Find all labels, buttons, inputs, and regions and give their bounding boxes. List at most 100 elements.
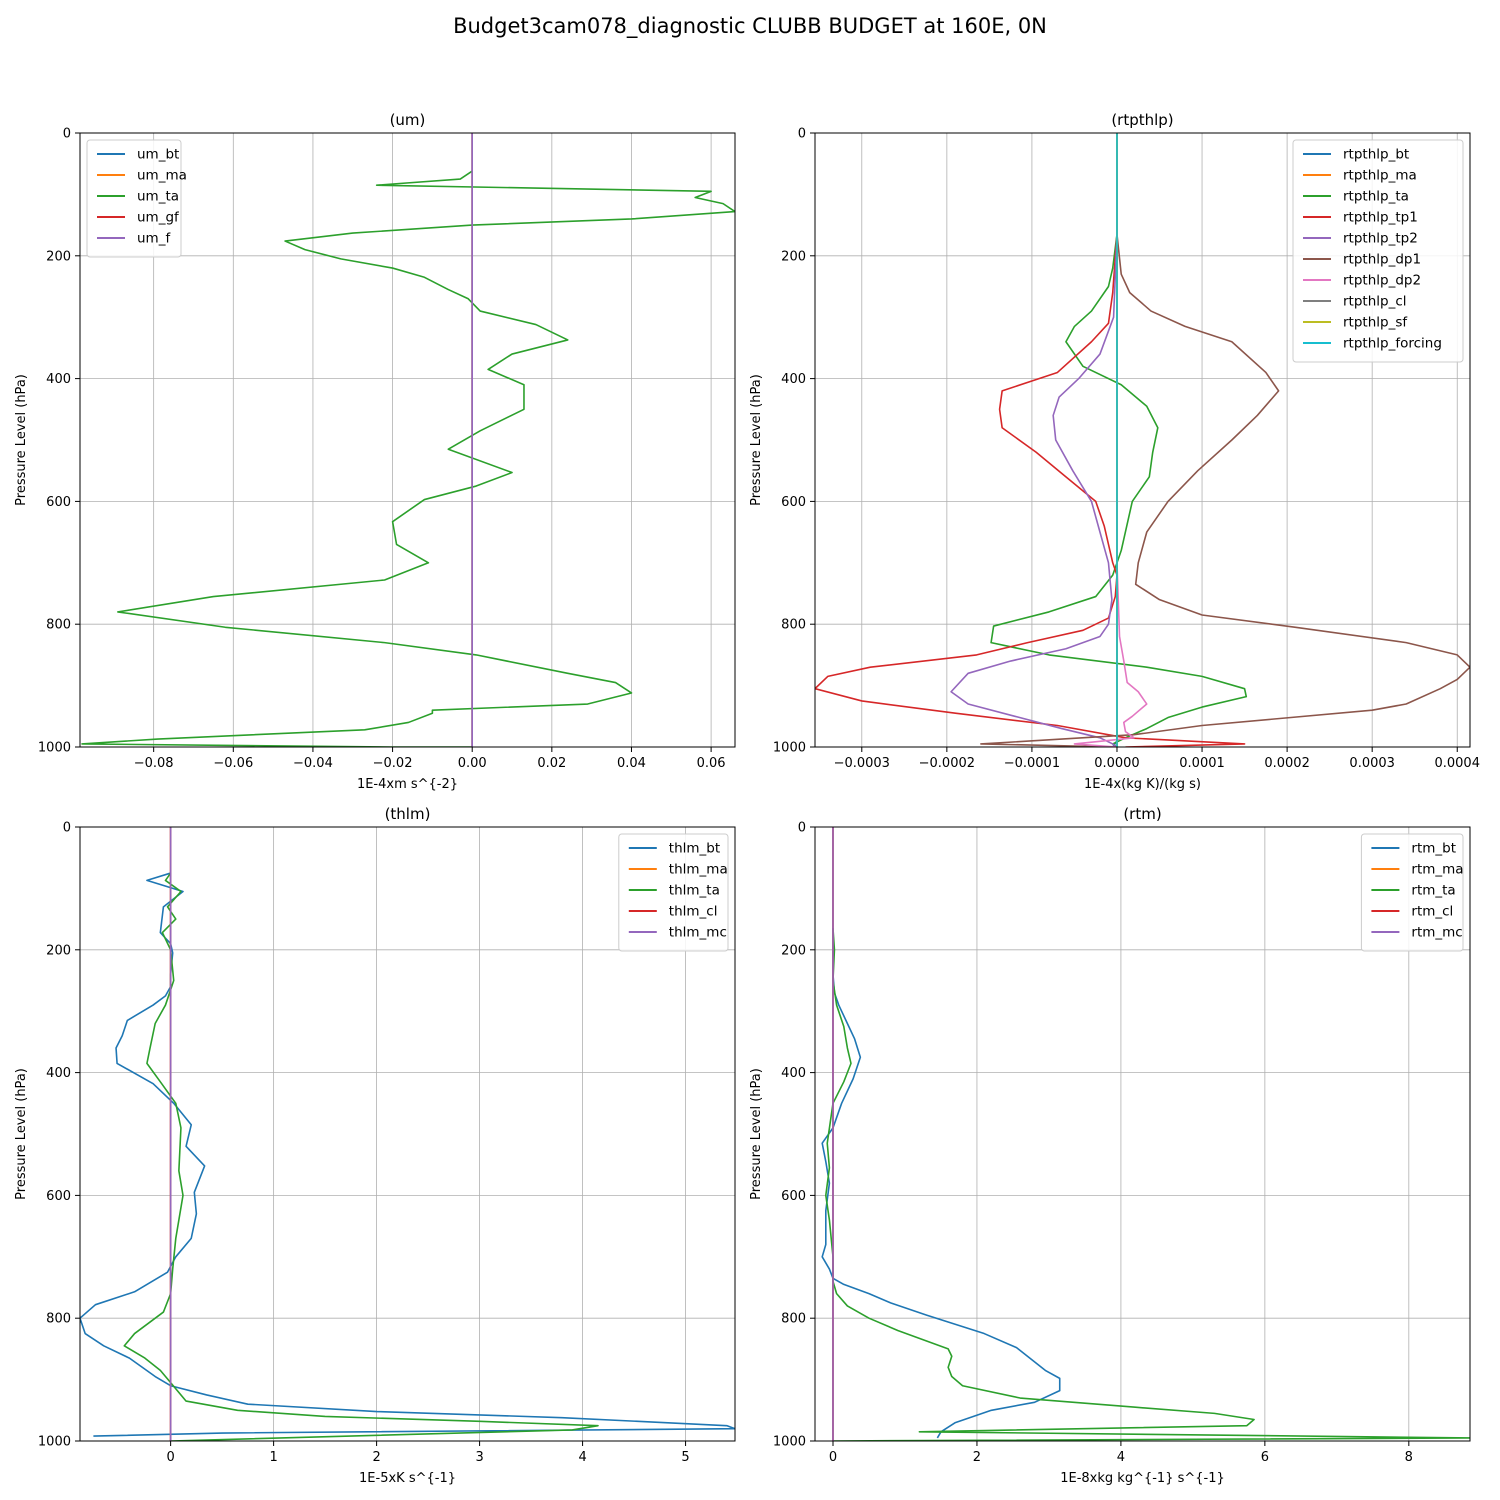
x-tick-label: −0.0001 [1004, 756, 1060, 771]
y-tick-label: 200 [46, 249, 71, 264]
legend-label-rtpthlp_cl: rtpthlp_cl [1343, 294, 1407, 310]
x-tick-label: 0.06 [697, 756, 726, 771]
x-tick-label: 8 [1405, 1450, 1413, 1465]
x-tick-label: 2 [973, 1450, 981, 1465]
x-tick-label: 0.0000 [1094, 756, 1140, 771]
legend: rtm_bt rtm_ma rtm_ta rtm_cl rtm_mc [1360, 833, 1464, 952]
legend-label-thlm_ta: thlm_ta [669, 883, 720, 899]
series-line-rtm_bt [821, 928, 1061, 1439]
y-tick-label: 800 [781, 1312, 806, 1327]
legend: um_bt um_ma um_ta um_gf um_f [86, 139, 187, 258]
legend-label-rtpthlp_bt: rtpthlp_bt [1343, 147, 1409, 163]
chart-panel-2: 0 1 2 3 4 5 0 200 400 600 800 1000 (thlm) 1E-5xK s^{-… [14, 805, 736, 1486]
legend-box [618, 833, 729, 952]
legend-label-rtm_mc: rtm_mc [1411, 925, 1462, 941]
y-axis-label: Pressure Level (hPa) [749, 1068, 764, 1200]
chart-panel-3: 0 2 4 6 8 0 200 400 600 800 1000 (rtm) 1E-8xkg kg^{-… [749, 805, 1471, 1486]
x-axis-label: 1E-4xm s^{-2} [357, 777, 458, 792]
legend-box [1292, 139, 1464, 363]
series-line-rtpthlp_ta [990, 234, 1248, 747]
y-tick-label: 1000 [773, 741, 806, 756]
legend-label-rtm_bt: rtm_bt [1411, 841, 1456, 857]
x-tick-label: −0.02 [373, 756, 413, 771]
x-tick-label: −0.0003 [834, 756, 890, 771]
x-tick-label: 6 [1261, 1450, 1269, 1465]
y-tick-label: 0 [798, 127, 806, 142]
legend-label-thlm_ma: thlm_ma [669, 862, 728, 878]
x-tick-label: 0.0002 [1264, 756, 1310, 771]
legend-label-um_gf: um_gf [137, 210, 180, 226]
y-tick-label: 600 [46, 495, 71, 510]
y-tick-label: 1000 [38, 1435, 71, 1450]
axes-frame [79, 826, 736, 1442]
legend-label-rtpthlp_tp2: rtpthlp_tp2 [1343, 231, 1418, 247]
x-tick-label: 0.04 [617, 756, 646, 771]
legend-label-um_f: um_f [137, 231, 171, 247]
x-tick-label: 3 [475, 1450, 483, 1465]
y-axis-label: Pressure Level (hPa) [14, 1068, 29, 1200]
legend-label-rtpthlp_forcing: rtpthlp_forcing [1343, 336, 1442, 352]
y-tick-label: 1000 [38, 741, 71, 756]
y-axis-label: Pressure Level (hPa) [749, 374, 764, 506]
y-tick-label: 800 [781, 618, 806, 633]
figure-title: Budget3cam078_diagnostic CLUBB BUDGET at… [453, 14, 1047, 38]
legend-label-rtm_ma: rtm_ma [1411, 862, 1463, 878]
legend-label-thlm_bt: thlm_bt [669, 841, 720, 857]
x-axis-label: 1E-8xkg kg^{-1} s^{-1} [1060, 1471, 1225, 1486]
legend-label-thlm_cl: thlm_cl [669, 904, 718, 920]
legend-label-rtpthlp_ta: rtpthlp_ta [1343, 189, 1409, 205]
y-tick-label: 200 [46, 943, 71, 958]
y-tick-label: 400 [781, 372, 806, 387]
x-tick-label: 0 [166, 1450, 174, 1465]
y-tick-label: 400 [781, 1066, 806, 1081]
x-tick-label: −0.08 [134, 756, 174, 771]
legend-label-um_ta: um_ta [137, 189, 179, 205]
chart-title: (rtm) [1123, 805, 1161, 823]
y-tick-label: 400 [46, 372, 71, 387]
x-tick-label: 2 [372, 1450, 380, 1465]
legend-label-rtm_ta: rtm_ta [1411, 883, 1455, 899]
x-tick-label: 0.00 [458, 756, 487, 771]
y-tick-label: 0 [798, 821, 806, 836]
y-tick-label: 200 [781, 943, 806, 958]
y-tick-label: 600 [781, 1189, 806, 1204]
y-tick-label: 1000 [773, 1435, 806, 1450]
y-tick-label: 800 [46, 618, 71, 633]
legend-box [1360, 833, 1464, 952]
legend-label-um_bt: um_bt [137, 147, 179, 163]
x-tick-label: 4 [578, 1450, 586, 1465]
x-tick-label: 0.0004 [1434, 756, 1480, 771]
series-line-rtpthlp_tp1 [815, 234, 1246, 747]
series-line-um_ta [81, 170, 735, 747]
axes-frame [814, 132, 1471, 748]
axes-frame [79, 132, 736, 748]
legend-label-rtpthlp_dp2: rtpthlp_dp2 [1343, 273, 1421, 289]
series-line-rtpthlp_dp2 [1073, 234, 1148, 747]
series-line-rtpthlp_dp1 [980, 234, 1470, 747]
axes-frame [814, 826, 1471, 1442]
legend-label-rtpthlp_tp1: rtpthlp_tp1 [1343, 210, 1418, 226]
legend-label-rtpthlp_ma: rtpthlp_ma [1343, 168, 1417, 184]
legend: thlm_bt thlm_ma thlm_ta thlm_cl thlm_mc [618, 833, 729, 952]
x-tick-label: 5 [681, 1450, 689, 1465]
x-tick-label: 0.0003 [1349, 756, 1395, 771]
series-line-rtpthlp_tp2 [950, 234, 1118, 747]
y-tick-label: 400 [46, 1066, 71, 1081]
chart-title: (um) [390, 111, 426, 129]
y-axis-label: Pressure Level (hPa) [14, 374, 29, 506]
legend-label-thlm_mc: thlm_mc [669, 925, 727, 941]
x-tick-label: 0.0001 [1179, 756, 1225, 771]
chart-title: (rtpthlp) [1111, 111, 1173, 129]
legend: rtpthlp_bt rtpthlp_ma rtpthlp_ta rtpthlp_tp… [1292, 139, 1464, 363]
series-line-thlm_ta [123, 872, 599, 1441]
legend-box [86, 139, 182, 258]
y-tick-label: 200 [781, 249, 806, 264]
y-tick-label: 0 [63, 821, 71, 836]
y-tick-label: 0 [63, 127, 71, 142]
legend-label-rtpthlp_sf: rtpthlp_sf [1343, 315, 1408, 331]
chart-panel-0: −0.08 −0.06 −0.04 −0.02 0.00 0.02 0.04 0.06 0 200… [14, 111, 736, 792]
x-tick-label: 0.02 [537, 756, 566, 771]
series-line-thlm_bt [80, 872, 735, 1437]
x-tick-label: −0.04 [293, 756, 333, 771]
x-tick-label: −0.0002 [919, 756, 975, 771]
